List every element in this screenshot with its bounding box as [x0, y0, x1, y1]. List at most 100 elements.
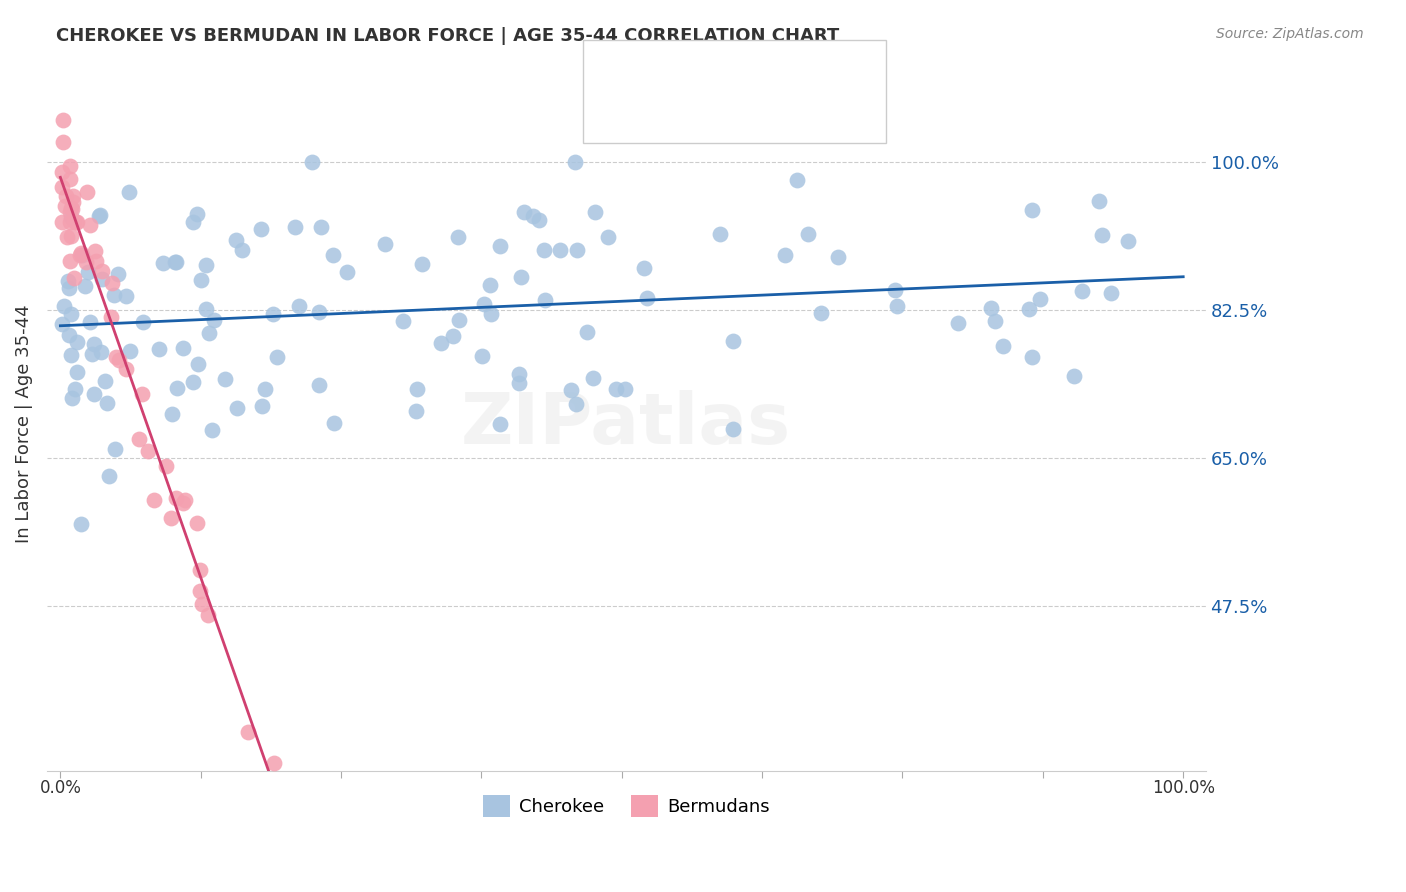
- Point: [810, 306, 832, 320]
- Point: [186, 207, 208, 221]
- Point: [52, 112, 75, 127]
- Point: [186, 516, 208, 530]
- Point: [59, 172, 82, 186]
- Point: [118, 185, 141, 199]
- Point: [1099, 285, 1122, 300]
- Point: [56, 229, 79, 244]
- Point: [201, 423, 224, 437]
- Point: [533, 244, 555, 258]
- Point: [441, 329, 464, 343]
- Point: [406, 382, 429, 396]
- Point: [946, 316, 969, 330]
- Point: [202, 312, 225, 326]
- Point: [62, 213, 84, 227]
- Point: [173, 492, 195, 507]
- Point: [83, 386, 105, 401]
- Point: [58, 327, 80, 342]
- Point: [62, 188, 84, 202]
- Point: [405, 403, 427, 417]
- Point: [636, 291, 658, 305]
- Point: [797, 227, 820, 242]
- Point: [190, 273, 212, 287]
- Point: [214, 372, 236, 386]
- Point: [253, 383, 276, 397]
- Point: [115, 288, 138, 302]
- Point: [984, 314, 1007, 328]
- Point: [195, 258, 218, 272]
- Point: [993, 339, 1015, 353]
- Point: [114, 362, 136, 376]
- Point: [980, 301, 1002, 315]
- Point: [160, 407, 183, 421]
- Point: [1090, 228, 1112, 243]
- Point: [575, 325, 598, 339]
- Point: [633, 260, 655, 275]
- Point: [534, 293, 557, 307]
- Point: [582, 370, 605, 384]
- Point: [131, 315, 153, 329]
- Point: [59, 215, 82, 229]
- Point: [447, 313, 470, 327]
- Point: [336, 265, 359, 279]
- Point: [786, 172, 808, 186]
- Point: [94, 374, 117, 388]
- Point: [143, 493, 166, 508]
- Point: [52, 135, 75, 149]
- Point: [166, 381, 188, 395]
- Point: [194, 302, 217, 317]
- Point: [60, 202, 83, 216]
- Point: [1071, 284, 1094, 298]
- Point: [51, 317, 73, 331]
- Point: [188, 584, 211, 599]
- Point: [70, 516, 93, 531]
- Point: [301, 155, 323, 169]
- Point: [322, 417, 344, 431]
- Point: [250, 399, 273, 413]
- Point: [138, 443, 160, 458]
- Point: [775, 248, 797, 262]
- Text: 52: 52: [787, 101, 810, 119]
- Point: [84, 254, 107, 268]
- Point: [430, 335, 453, 350]
- Point: [103, 288, 125, 302]
- Point: [613, 382, 636, 396]
- Point: [1021, 350, 1043, 364]
- Point: [1021, 202, 1043, 217]
- Point: [73, 278, 96, 293]
- Text: CHEROKEE VS BERMUDAN IN LABOR FORCE | AGE 35-44 CORRELATION CHART: CHEROKEE VS BERMUDAN IN LABOR FORCE | AG…: [56, 27, 839, 45]
- Point: [886, 299, 908, 313]
- Point: [723, 334, 745, 348]
- Point: [513, 204, 536, 219]
- Point: [489, 417, 512, 432]
- Point: [509, 269, 531, 284]
- Point: [183, 375, 205, 389]
- Point: [51, 215, 73, 229]
- Point: [83, 336, 105, 351]
- Point: [565, 397, 588, 411]
- Text: Source: ZipAtlas.com: Source: ZipAtlas.com: [1216, 27, 1364, 41]
- Text: R =: R =: [626, 101, 662, 119]
- Y-axis label: In Labor Force | Age 35-44: In Labor Force | Age 35-44: [15, 305, 32, 543]
- Point: [322, 247, 344, 261]
- Point: [197, 607, 219, 622]
- Point: [479, 278, 502, 293]
- Point: [131, 387, 153, 401]
- Point: [283, 219, 305, 234]
- Point: [66, 365, 89, 379]
- Point: [59, 348, 82, 362]
- Point: [100, 276, 122, 290]
- Point: [104, 442, 127, 456]
- Point: [391, 314, 413, 328]
- Text: -0.692: -0.692: [679, 101, 738, 119]
- Point: [98, 468, 121, 483]
- Point: [263, 756, 285, 770]
- Point: [1018, 302, 1040, 317]
- Point: [489, 238, 512, 252]
- Point: [60, 202, 83, 216]
- Point: [59, 210, 82, 224]
- Point: [827, 250, 849, 264]
- Point: [66, 334, 89, 349]
- Point: [65, 214, 87, 228]
- Point: [187, 357, 209, 371]
- Point: [90, 344, 112, 359]
